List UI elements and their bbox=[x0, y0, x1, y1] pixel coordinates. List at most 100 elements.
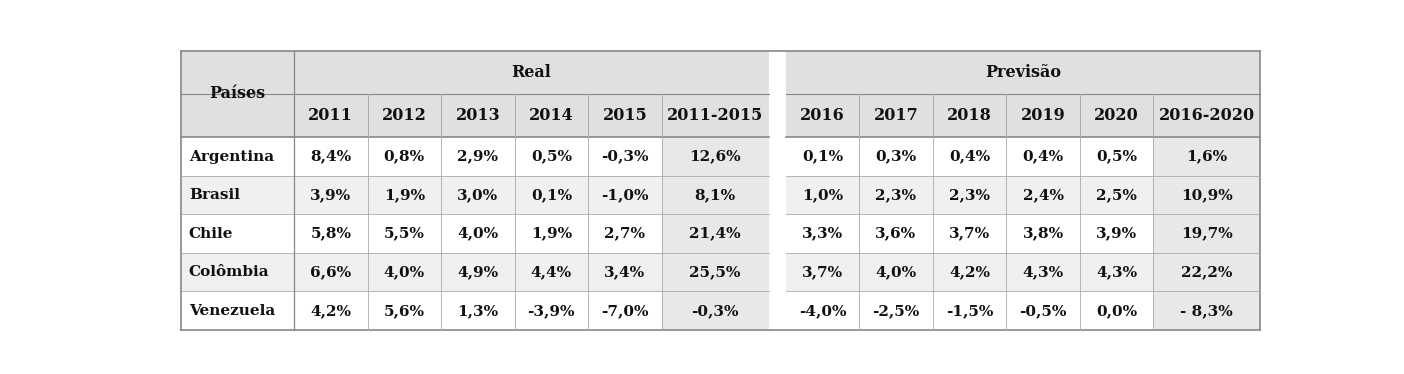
Bar bbox=[768, 214, 786, 253]
Text: 19,7%: 19,7% bbox=[1181, 227, 1233, 240]
Text: 2015: 2015 bbox=[602, 107, 647, 124]
Text: 2017: 2017 bbox=[873, 107, 918, 124]
Text: Chile: Chile bbox=[190, 227, 233, 240]
Bar bbox=[661, 176, 768, 214]
Bar bbox=[1153, 291, 1261, 330]
Bar bbox=[181, 94, 768, 137]
Bar bbox=[661, 253, 768, 291]
Bar bbox=[768, 50, 786, 94]
Text: 2011: 2011 bbox=[309, 107, 354, 124]
Bar bbox=[661, 291, 768, 330]
Text: 2016: 2016 bbox=[800, 107, 845, 124]
Text: 2012: 2012 bbox=[382, 107, 427, 124]
Text: 3,7%: 3,7% bbox=[802, 265, 842, 279]
Text: 1,9%: 1,9% bbox=[383, 188, 425, 202]
Text: 6,6%: 6,6% bbox=[310, 265, 351, 279]
Text: 4,9%: 4,9% bbox=[458, 265, 498, 279]
Bar bbox=[768, 291, 786, 330]
Text: 2019: 2019 bbox=[1021, 107, 1066, 124]
Text: 0,1%: 0,1% bbox=[802, 150, 842, 163]
Text: 2014: 2014 bbox=[529, 107, 574, 124]
Text: 2,5%: 2,5% bbox=[1097, 188, 1137, 202]
Bar bbox=[181, 214, 661, 253]
Text: 3,8%: 3,8% bbox=[1022, 227, 1064, 240]
Text: 0,4%: 0,4% bbox=[949, 150, 990, 163]
Text: 2,3%: 2,3% bbox=[949, 188, 990, 202]
Text: 1,6%: 1,6% bbox=[1186, 150, 1227, 163]
Text: 4,2%: 4,2% bbox=[949, 265, 990, 279]
Bar bbox=[786, 176, 1153, 214]
Text: 3,6%: 3,6% bbox=[876, 227, 917, 240]
Bar bbox=[768, 176, 786, 214]
Text: 3,9%: 3,9% bbox=[310, 188, 351, 202]
Text: 21,4%: 21,4% bbox=[689, 227, 741, 240]
Text: Colômbia: Colômbia bbox=[190, 265, 270, 279]
Text: Argentina: Argentina bbox=[190, 150, 274, 163]
Text: 1,9%: 1,9% bbox=[531, 227, 571, 240]
Text: 2018: 2018 bbox=[948, 107, 993, 124]
Text: -0,5%: -0,5% bbox=[1019, 304, 1067, 318]
Text: 0,5%: 0,5% bbox=[531, 150, 571, 163]
Text: 4,0%: 4,0% bbox=[876, 265, 917, 279]
Text: 1,3%: 1,3% bbox=[458, 304, 498, 318]
Text: 2,7%: 2,7% bbox=[604, 227, 646, 240]
Text: 4,2%: 4,2% bbox=[310, 304, 351, 318]
Text: 2020: 2020 bbox=[1094, 107, 1139, 124]
Text: 3,3%: 3,3% bbox=[802, 227, 842, 240]
Bar bbox=[181, 291, 661, 330]
Text: -0,3%: -0,3% bbox=[601, 150, 649, 163]
Text: -1,0%: -1,0% bbox=[601, 188, 649, 202]
Bar bbox=[181, 253, 661, 291]
Bar bbox=[786, 253, 1153, 291]
Bar bbox=[1153, 137, 1261, 176]
Bar bbox=[661, 137, 768, 176]
Text: 2013: 2013 bbox=[455, 107, 500, 124]
Text: 4,3%: 4,3% bbox=[1022, 265, 1064, 279]
Text: 10,9%: 10,9% bbox=[1181, 188, 1233, 202]
Bar bbox=[786, 137, 1153, 176]
Text: 0,1%: 0,1% bbox=[531, 188, 571, 202]
Text: - 8,3%: - 8,3% bbox=[1181, 304, 1233, 318]
Bar bbox=[181, 176, 661, 214]
Text: 3,9%: 3,9% bbox=[1097, 227, 1137, 240]
Bar bbox=[786, 50, 1261, 94]
Text: 2016-2020: 2016-2020 bbox=[1158, 107, 1255, 124]
Text: 0,3%: 0,3% bbox=[876, 150, 917, 163]
Bar bbox=[1153, 253, 1261, 291]
Text: -0,3%: -0,3% bbox=[691, 304, 739, 318]
Text: -2,5%: -2,5% bbox=[872, 304, 920, 318]
Text: -1,5%: -1,5% bbox=[946, 304, 993, 318]
Text: 4,3%: 4,3% bbox=[1097, 265, 1137, 279]
Text: 22,2%: 22,2% bbox=[1181, 265, 1233, 279]
Bar bbox=[768, 253, 786, 291]
Text: Venezuela: Venezuela bbox=[190, 304, 275, 318]
Bar bbox=[786, 291, 1153, 330]
Text: 8,1%: 8,1% bbox=[695, 188, 736, 202]
Bar bbox=[1153, 214, 1261, 253]
Text: Países: Países bbox=[209, 85, 265, 102]
Text: 0,8%: 0,8% bbox=[383, 150, 425, 163]
Text: 2,3%: 2,3% bbox=[876, 188, 917, 202]
Text: 3,0%: 3,0% bbox=[458, 188, 498, 202]
Text: 4,0%: 4,0% bbox=[383, 265, 425, 279]
Text: 2,4%: 2,4% bbox=[1022, 188, 1064, 202]
Text: Previsão: Previsão bbox=[986, 64, 1061, 81]
Text: 2011-2015: 2011-2015 bbox=[667, 107, 764, 124]
Text: -7,0%: -7,0% bbox=[601, 304, 649, 318]
Text: 1,0%: 1,0% bbox=[802, 188, 842, 202]
Bar bbox=[786, 214, 1153, 253]
Bar bbox=[1153, 176, 1261, 214]
Text: 25,5%: 25,5% bbox=[689, 265, 741, 279]
Text: 0,5%: 0,5% bbox=[1097, 150, 1137, 163]
Bar bbox=[181, 50, 768, 94]
Text: 4,4%: 4,4% bbox=[531, 265, 571, 279]
Text: 5,6%: 5,6% bbox=[383, 304, 425, 318]
Text: 5,8%: 5,8% bbox=[310, 227, 351, 240]
Bar bbox=[786, 94, 1261, 137]
Text: 3,4%: 3,4% bbox=[604, 265, 646, 279]
Bar bbox=[661, 214, 768, 253]
Text: 0,4%: 0,4% bbox=[1022, 150, 1064, 163]
Text: 4,0%: 4,0% bbox=[458, 227, 498, 240]
Text: 0,0%: 0,0% bbox=[1097, 304, 1137, 318]
Text: Brasil: Brasil bbox=[190, 188, 240, 202]
